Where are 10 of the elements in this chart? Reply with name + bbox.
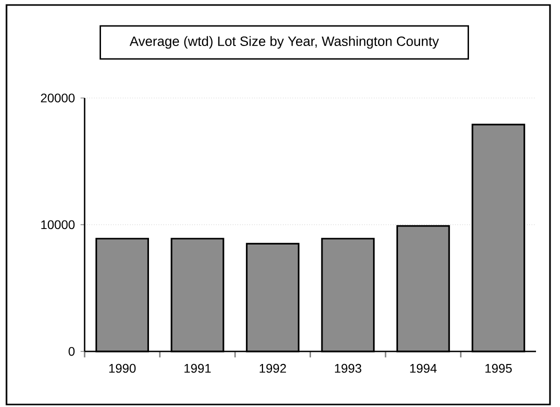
y-tick-label: 10000 xyxy=(41,220,75,230)
x-tick-label: 1992 xyxy=(260,364,286,373)
x-tick-label: 1990 xyxy=(109,364,136,373)
x-tick-label: 1993 xyxy=(334,364,362,373)
y-tick-label: 20000 xyxy=(40,94,75,102)
x-tick-label: 1991 xyxy=(184,364,211,373)
x-tick-label: 1994 xyxy=(410,364,437,373)
y-tick-label: 0 xyxy=(68,346,75,356)
chart-title: Average (wtd) Lot Size by Year, Washington County xyxy=(130,36,439,49)
x-tick-label: 1995 xyxy=(485,364,512,373)
